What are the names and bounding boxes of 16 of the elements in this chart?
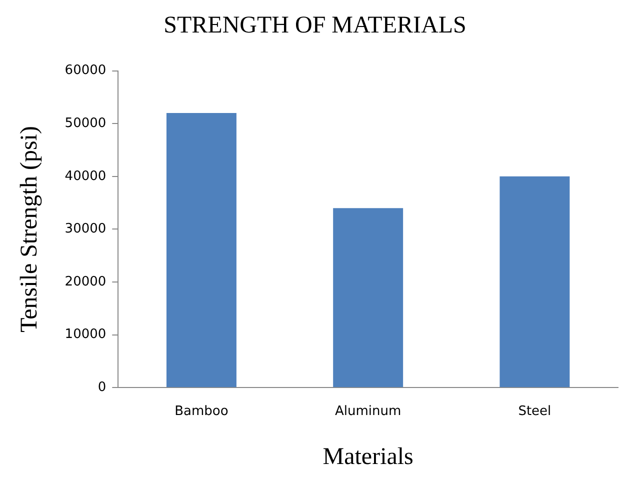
x-tick-label: Steel (518, 404, 552, 419)
y-axis-title: Tensile Strength (psi) (16, 126, 43, 332)
y-tick-label: 0 (98, 380, 106, 395)
y-tick-label: 20000 (64, 274, 106, 290)
bar (166, 113, 236, 388)
y-tick-label: 10000 (64, 327, 106, 342)
y-tick-label: 40000 (64, 168, 106, 184)
y-tick-label: 60000 (64, 63, 106, 78)
x-tick-label: Bamboo (174, 404, 228, 419)
x-axis-title: Materials (322, 444, 414, 470)
bar (500, 176, 570, 388)
y-tick-label: 50000 (64, 116, 106, 131)
x-tick-label: Aluminum (334, 404, 402, 419)
bar (333, 208, 404, 388)
y-tick-label: 30000 (64, 222, 106, 237)
chart-title: STRENGTH OF MATERIALS (164, 12, 466, 39)
